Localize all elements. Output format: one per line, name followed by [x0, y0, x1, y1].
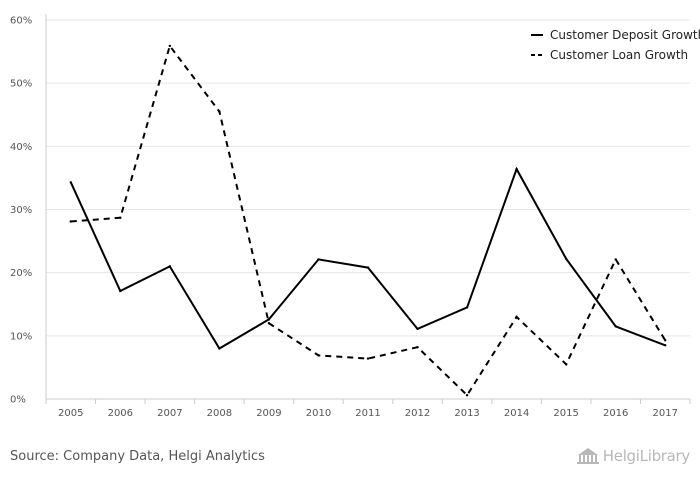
data-point-0	[416, 327, 419, 331]
data-point-0	[168, 265, 172, 268]
y-tick-label: 60%	[10, 16, 32, 27]
x-tick-label: 2014	[504, 408, 529, 419]
data-point-1	[614, 258, 617, 261]
x-tick-label: 2006	[108, 408, 133, 419]
data-point-1	[317, 354, 320, 357]
x-tick-label: 2011	[355, 408, 380, 419]
x-tick-label: 2013	[454, 408, 479, 419]
x-tick-label: 2010	[306, 408, 331, 419]
brand-name: HelgiLibrary	[602, 447, 691, 465]
data-point-1	[218, 110, 221, 113]
data-point-1	[267, 322, 271, 325]
data-point-1	[465, 394, 469, 397]
y-tick-label: 0%	[10, 395, 26, 406]
x-tick-label: 2008	[207, 408, 232, 419]
y-tick-label: 20%	[10, 268, 32, 279]
data-point-1	[168, 44, 172, 48]
data-point-0	[69, 181, 72, 184]
data-point-0	[465, 306, 469, 309]
x-tick-label: 2016	[603, 408, 628, 419]
x-tick-label: 2012	[405, 408, 430, 419]
x-tick-label: 2005	[58, 408, 83, 419]
data-point-0	[317, 258, 320, 261]
data-point-1	[664, 339, 667, 342]
data-point-0	[218, 347, 221, 350]
legend-label-1: Customer Loan Growth	[550, 48, 688, 62]
data-point-0	[119, 289, 122, 293]
line-chart: 0% 10% 20% 30% 40% 50% 60% 2005 2006 2007 2008 2009…	[10, 14, 700, 419]
data-point-0	[564, 257, 568, 260]
x-tick-label: 2015	[553, 408, 578, 419]
source-note: Source: Company Data, Helgi Analytics	[10, 449, 265, 464]
data-point-0	[515, 167, 518, 171]
data-point-1	[69, 220, 72, 223]
data-point-1	[119, 216, 122, 219]
series-line-0	[69, 166, 666, 350]
data-point-1	[416, 346, 419, 349]
x-tick-label: 2017	[653, 408, 678, 419]
brand-logo: HelgiLibrary	[576, 447, 690, 465]
data-point-1	[515, 315, 518, 319]
series-line-1	[70, 43, 667, 397]
y-tick-label: 50%	[10, 79, 32, 90]
library-building-icon	[576, 448, 599, 464]
data-point-1	[366, 357, 370, 360]
y-tick-label: 40%	[10, 142, 32, 153]
legend-label-0: Customer Deposit Growth	[550, 28, 700, 42]
data-point-0	[267, 318, 271, 321]
data-point-0	[366, 266, 370, 269]
data-point-0	[664, 344, 667, 347]
x-tick-label: 2009	[256, 408, 281, 419]
data-point-0	[614, 325, 617, 328]
data-point-1	[564, 363, 568, 366]
y-tick-label: 30%	[10, 205, 32, 216]
y-tick-label: 10%	[10, 331, 32, 342]
x-tick-label: 2007	[157, 408, 182, 419]
